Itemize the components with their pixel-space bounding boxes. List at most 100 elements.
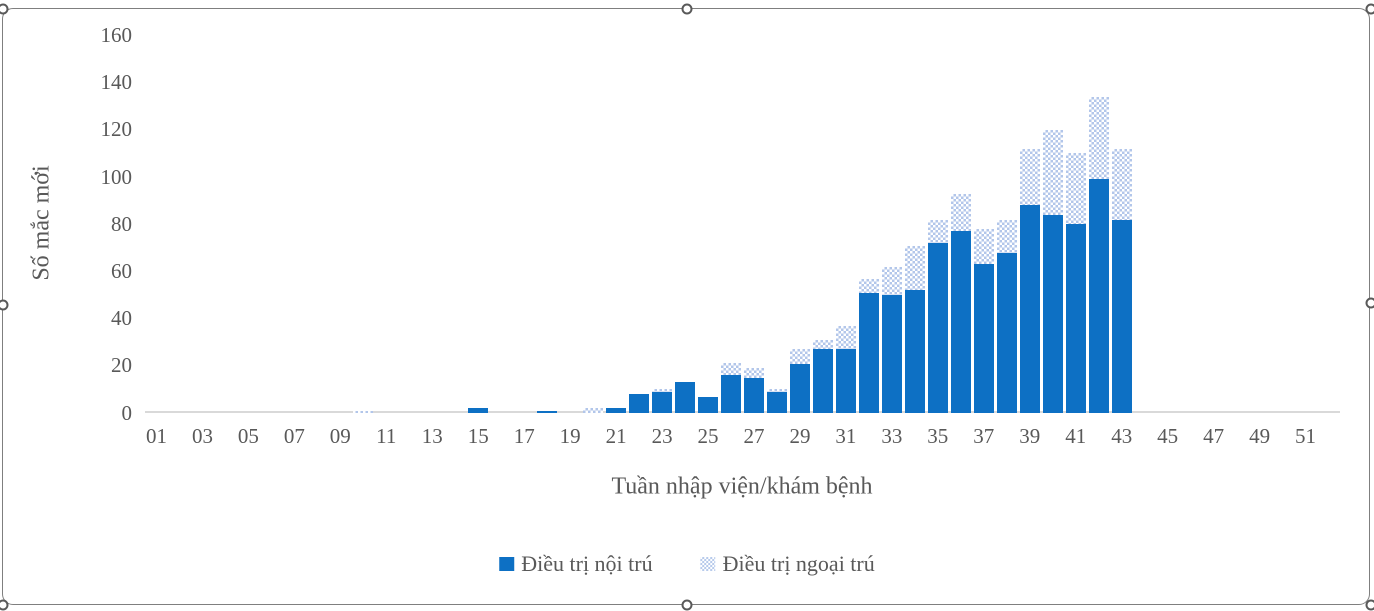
- x-axis-tick-label: 23: [651, 424, 673, 448]
- legend-label-outpatient: Điều trị ngoại trú: [722, 551, 875, 576]
- x-axis-tick-label: 09: [329, 424, 351, 448]
- y-axis-tick-label: 160: [100, 23, 133, 47]
- bar-inpatient-week-28[interactable]: [767, 391, 787, 413]
- bar-outpatient-week-33[interactable]: [882, 266, 902, 295]
- bar-inpatient-week-35[interactable]: [928, 243, 948, 413]
- bar-inpatient-week-24[interactable]: [675, 382, 695, 413]
- selection-handle-bottom-center[interactable]: [681, 599, 693, 611]
- bar-inpatient-week-36[interactable]: [951, 231, 971, 413]
- bar-inpatient-week-34[interactable]: [905, 290, 925, 413]
- y-axis-tick-label: 120: [100, 117, 133, 142]
- bar-inpatient-week-21[interactable]: [606, 408, 626, 413]
- bar-inpatient-week-42[interactable]: [1089, 179, 1109, 413]
- plot-area: [145, 35, 1340, 413]
- x-axis-tick-label: 17: [513, 424, 535, 448]
- bar-outpatient-week-28[interactable]: [767, 389, 787, 392]
- bar-inpatient-week-22[interactable]: [629, 394, 649, 413]
- x-axis-tick-label: 45: [1157, 424, 1179, 448]
- outpatient-swatch-icon: [700, 557, 716, 571]
- y-axis-tick-label: 80: [111, 211, 132, 236]
- x-axis-tick-label: 51: [1295, 424, 1316, 448]
- legend-item-inpatient[interactable]: Điều trị nội trú: [499, 551, 653, 577]
- bar-inpatient-week-43[interactable]: [1112, 219, 1132, 413]
- y-axis-tick-label: 0: [121, 400, 133, 425]
- x-axis-tick-label: 01: [146, 424, 167, 448]
- x-axis-tick-label: 11: [376, 424, 397, 448]
- bar-inpatient-week-40[interactable]: [1043, 214, 1063, 413]
- bar-outpatient-week-10[interactable]: [353, 410, 373, 413]
- bar-inpatient-week-23[interactable]: [652, 391, 672, 413]
- bar-outpatient-week-39[interactable]: [1020, 148, 1040, 206]
- legend: Điều trị nội trú Điều trị ngoại trú: [499, 551, 875, 577]
- bar-inpatient-week-26[interactable]: [721, 375, 741, 413]
- x-axis-tick-label: 31: [835, 424, 857, 448]
- selection-handle-left-middle[interactable]: [0, 299, 9, 311]
- bar-inpatient-week-30[interactable]: [813, 349, 833, 413]
- y-axis-tick-label: 40: [111, 306, 132, 331]
- bar-inpatient-week-33[interactable]: [882, 295, 902, 413]
- selection-handle-top-left[interactable]: [0, 3, 9, 15]
- bar-inpatient-week-25[interactable]: [698, 396, 718, 413]
- bar-outpatient-week-30[interactable]: [813, 339, 833, 350]
- selection-handle-top-center[interactable]: [681, 3, 693, 15]
- bar-outpatient-week-42[interactable]: [1089, 96, 1109, 180]
- bar-outpatient-week-31[interactable]: [836, 325, 856, 350]
- x-axis-tick-label: 43: [1111, 424, 1133, 448]
- y-axis-title: Số mắc mới: [28, 165, 55, 281]
- x-axis-title: Tuần nhập viện/khám bệnh: [611, 473, 873, 500]
- x-axis-tick-label: 39: [1019, 424, 1041, 448]
- x-axis-tick-label: 13: [421, 424, 443, 448]
- x-axis-tick-label: 29: [789, 424, 811, 448]
- x-axis-tick-label: 19: [559, 424, 581, 448]
- x-axis-tick-label: 05: [237, 424, 259, 448]
- bar-outpatient-week-34[interactable]: [905, 245, 925, 291]
- bar-outpatient-week-38[interactable]: [997, 219, 1017, 253]
- x-axis-tick-label: 27: [743, 424, 765, 448]
- x-axis-tick-label: 49: [1249, 424, 1271, 448]
- bar-outpatient-week-40[interactable]: [1043, 129, 1063, 215]
- bar-inpatient-week-29[interactable]: [790, 363, 810, 413]
- bar-outpatient-week-36[interactable]: [951, 193, 971, 232]
- bar-outpatient-week-37[interactable]: [974, 229, 994, 265]
- bar-inpatient-week-41[interactable]: [1066, 224, 1086, 413]
- x-axis-tick-label: 15: [467, 424, 489, 448]
- inpatient-swatch-icon: [499, 557, 515, 571]
- y-axis-tick-label: 100: [100, 164, 133, 189]
- selection-handle-bottom-right[interactable]: [1365, 599, 1374, 611]
- x-axis-line: [145, 411, 1340, 413]
- legend-item-outpatient[interactable]: Điều trị ngoại trú: [700, 551, 875, 577]
- bar-outpatient-week-43[interactable]: [1112, 148, 1132, 220]
- bar-inpatient-week-15[interactable]: [468, 408, 488, 413]
- y-axis-tick-label: 20: [111, 353, 132, 378]
- legend-label-inpatient: Điều trị nội trú: [521, 551, 653, 576]
- bar-outpatient-week-41[interactable]: [1066, 153, 1086, 225]
- x-axis-tick-label: 07: [283, 424, 305, 448]
- x-axis-tick-label: 25: [697, 424, 719, 448]
- bar-inpatient-week-27[interactable]: [744, 377, 764, 413]
- bar-inpatient-week-37[interactable]: [974, 264, 994, 413]
- x-axis-tick-label: 37: [973, 424, 995, 448]
- bar-outpatient-week-23[interactable]: [652, 389, 672, 392]
- bar-inpatient-week-32[interactable]: [859, 292, 879, 413]
- selection-handle-top-right[interactable]: [1365, 3, 1374, 15]
- bar-outpatient-week-27[interactable]: [744, 368, 764, 378]
- y-axis-tick-label: 140: [100, 70, 133, 95]
- x-axis-tick-label: 35: [927, 424, 949, 448]
- x-axis-tick-label: 03: [192, 424, 213, 448]
- bar-inpatient-week-38[interactable]: [997, 252, 1017, 413]
- bar-outpatient-week-20[interactable]: [583, 408, 603, 413]
- bar-outpatient-week-26[interactable]: [721, 363, 741, 376]
- x-axis-tick-label: 41: [1065, 424, 1087, 448]
- x-axis-tick-label: 47: [1203, 424, 1225, 448]
- x-axis-tick-label: 21: [605, 424, 627, 448]
- bar-inpatient-week-31[interactable]: [836, 349, 856, 413]
- bar-outpatient-week-32[interactable]: [859, 278, 879, 293]
- bar-outpatient-week-35[interactable]: [928, 219, 948, 244]
- selection-handle-right-middle[interactable]: [1365, 297, 1374, 309]
- selection-handle-bottom-left[interactable]: [0, 599, 9, 611]
- bar-outpatient-week-29[interactable]: [790, 349, 810, 364]
- bar-inpatient-week-39[interactable]: [1020, 205, 1040, 413]
- y-axis-tick-label: 60: [111, 258, 132, 283]
- bar-inpatient-week-18[interactable]: [537, 410, 557, 413]
